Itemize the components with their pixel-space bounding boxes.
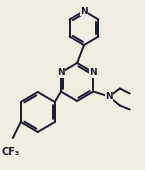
Text: N: N bbox=[57, 68, 65, 77]
Text: N: N bbox=[89, 68, 97, 77]
Text: N: N bbox=[105, 92, 113, 101]
Text: N: N bbox=[80, 6, 88, 15]
Text: CF₃: CF₃ bbox=[2, 147, 20, 157]
